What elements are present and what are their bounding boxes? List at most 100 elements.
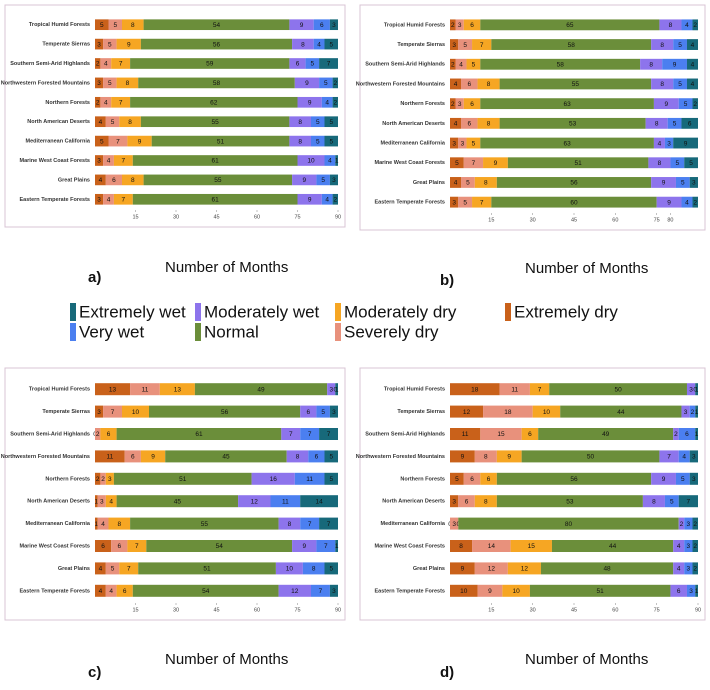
segment-label: 2: [451, 101, 455, 108]
bar-segment: [640, 58, 663, 70]
bar-segment: [292, 38, 314, 50]
segment-label: 9: [461, 566, 465, 573]
category-label: Tropical Humid Forests: [29, 22, 90, 28]
segment-label: 4: [109, 498, 113, 505]
segment-label: 61: [212, 197, 220, 204]
segment-label: 49: [257, 386, 265, 393]
bar-segment: [670, 157, 685, 169]
bar-segment: [463, 98, 481, 110]
bar-segment: [278, 584, 311, 597]
segment-label: 4: [658, 140, 662, 147]
bar-segment: [159, 383, 195, 396]
bar-segment: [496, 495, 643, 508]
segment-label: 9: [302, 543, 306, 550]
segment-label: 8: [298, 138, 302, 145]
segment-label: 51: [217, 138, 225, 145]
bar-segment: [450, 540, 473, 552]
segment-label: 5: [111, 566, 115, 573]
segment-label: 5: [329, 138, 333, 145]
bar-segment: [480, 58, 641, 70]
segment-label: 4: [104, 100, 108, 107]
segment-label: 3: [332, 177, 336, 184]
segment-label: 4: [691, 61, 695, 68]
segment-label: 7: [327, 61, 331, 68]
legend-swatch: [195, 303, 201, 321]
segment-label: 9: [662, 180, 666, 187]
bar-segment: [289, 116, 311, 128]
bar-segment: [313, 19, 330, 31]
category-label: Southern Semi-Arid Highlands: [365, 431, 445, 437]
bar-segment: [686, 584, 696, 597]
category-label: Mediterranean California: [381, 521, 446, 527]
segment-label: 65: [566, 22, 574, 29]
segment-label: 6: [101, 543, 105, 550]
segment-label: 3: [689, 588, 693, 595]
bar-segment: [529, 383, 550, 396]
segment-label: 60: [570, 199, 578, 206]
x-tick-label: 30: [530, 607, 536, 613]
segment-label: 2: [96, 61, 100, 68]
segment-label: 6: [296, 61, 300, 68]
segment-label: 4: [101, 521, 105, 528]
segment-label: 7: [111, 409, 115, 416]
category-label: Temperate Sierras: [42, 409, 90, 415]
segment-label: 3: [687, 543, 691, 550]
bar-segment: [95, 174, 106, 186]
category-label: Northwestern Forested Mountains: [1, 454, 90, 460]
x-tick-label: 60: [612, 217, 618, 223]
category-label: Mediterranean California: [381, 141, 446, 147]
category-label: Northwestern Forested Mountains: [1, 80, 90, 86]
segment-label: 12: [521, 566, 529, 573]
segment-label: 3: [332, 22, 336, 29]
bar-segment: [130, 383, 160, 396]
segment-label: 9: [461, 454, 465, 461]
segment-label: 3: [692, 454, 696, 461]
bar-segment: [132, 584, 279, 597]
segment-label: 56: [570, 180, 578, 187]
bar-segment: [684, 562, 693, 575]
bar-segment: [474, 177, 497, 188]
bar-segment: [95, 450, 125, 463]
segment-label: 7: [122, 158, 126, 165]
bar-segment: [97, 517, 109, 530]
bar-segment: [684, 540, 693, 552]
segment-label: 11: [142, 386, 149, 393]
segment-label: 2: [96, 100, 100, 107]
bar-segment: [95, 562, 106, 575]
bar-segment: [100, 472, 106, 485]
segment-label: 10: [513, 588, 521, 595]
segment-label: 9: [308, 100, 312, 107]
segment-label: 7: [122, 197, 126, 204]
category-label: North American Deserts: [27, 499, 90, 505]
legend-label: Severely dry: [344, 322, 439, 341]
bar-segment: [138, 77, 295, 89]
segment-label: 54: [202, 588, 210, 595]
bar-segment: [316, 540, 336, 552]
bar-segment: [684, 517, 693, 530]
bar-segment: [507, 562, 541, 575]
bar-segment: [335, 155, 338, 166]
segment-label: 14: [315, 498, 323, 505]
segment-label: 9: [488, 588, 492, 595]
bar-segment: [324, 472, 338, 485]
bar-segment: [275, 562, 303, 575]
bar-segment: [321, 193, 333, 205]
bar-segment: [549, 383, 687, 396]
segment-label: 4: [99, 177, 103, 184]
segment-label: 53: [566, 498, 574, 505]
bar-segment: [450, 58, 456, 70]
segment-label: 1: [95, 521, 99, 528]
segment-label: 3: [97, 80, 101, 87]
bar-segment: [95, 77, 104, 89]
bar-segment: [521, 428, 539, 440]
bar-segment: [100, 428, 117, 440]
segment-label: 12: [291, 588, 299, 595]
segment-label: 3: [329, 386, 333, 393]
x-axis-title: Number of Months: [165, 259, 288, 276]
bar-segment: [510, 540, 552, 552]
segment-label: 9: [662, 476, 666, 483]
bar-segment: [95, 517, 98, 530]
bar-segment: [289, 135, 311, 147]
segment-label: 3: [692, 180, 696, 187]
segment-label: 12: [251, 498, 259, 505]
